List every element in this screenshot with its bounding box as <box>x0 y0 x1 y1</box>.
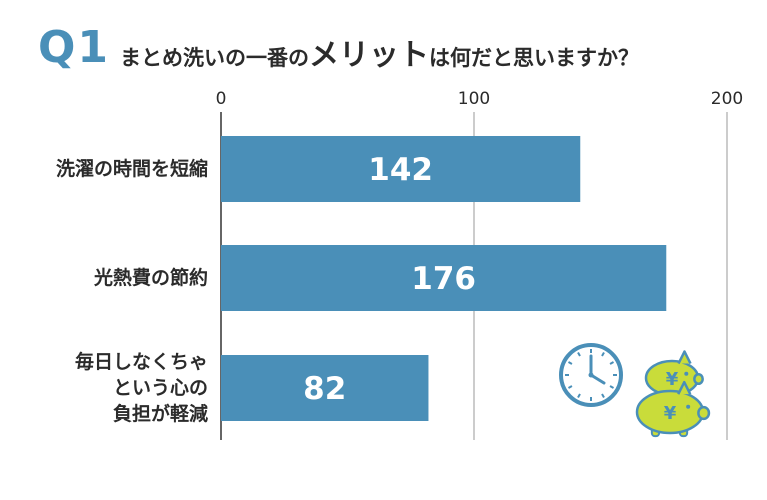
category-label-line: 光熱費の節約 <box>93 267 208 289</box>
pig-ear <box>677 380 692 395</box>
question-text-after: は何だと思いますか？ <box>429 46 639 70</box>
x-tick-label: 0 <box>216 89 227 109</box>
category-label: 洗濯の時間を短縮 <box>8 156 208 182</box>
question-title: まとめ洗いの一番のメリットは何だと思いますか？ <box>120 38 639 74</box>
bar-value-label: 142 <box>368 152 433 188</box>
category-label-line: 洗濯の時間を短縮 <box>55 158 208 180</box>
clock-tick <box>609 361 615 365</box>
yen-symbol: ¥ <box>664 403 677 424</box>
category-label: 光熱費の節約 <box>8 265 208 291</box>
x-tick-label: 200 <box>711 89 743 109</box>
clock-center <box>588 372 594 378</box>
pig-eye <box>686 404 691 409</box>
clock-tick <box>567 385 573 389</box>
category-label: 毎日しなくちゃという心の負担が軽減 <box>8 349 208 427</box>
pig-snout <box>697 405 711 421</box>
category-label-line: という心の <box>112 377 208 399</box>
x-tick-label: 100 <box>458 89 490 109</box>
clock-icon <box>559 343 623 407</box>
piggy-bank-icon: ¥ <box>635 380 711 438</box>
bar <box>221 355 429 421</box>
pig-eye <box>684 371 689 376</box>
pig-ear <box>677 350 692 365</box>
clock-tick <box>609 385 615 389</box>
clock-tick <box>601 351 605 357</box>
clock-tick <box>567 361 573 365</box>
question-text-before: まとめ洗いの一番の <box>120 46 309 70</box>
clock-tick <box>601 393 605 399</box>
clock-tick <box>577 393 581 399</box>
category-label-line: 毎日しなくちゃ <box>74 351 208 373</box>
bar <box>221 245 667 311</box>
clock-hand <box>589 373 606 385</box>
bar <box>221 136 581 202</box>
yen-symbol: ¥ <box>666 369 679 390</box>
pig-snout <box>693 372 704 386</box>
question-emphasis: メリット <box>309 38 429 73</box>
clock-tick <box>577 351 581 357</box>
bar-value-label: 176 <box>411 261 476 297</box>
category-label-line: 負担が軽減 <box>112 403 208 425</box>
question-number: Q1 <box>38 22 111 73</box>
bar-value-label: 82 <box>303 371 346 407</box>
